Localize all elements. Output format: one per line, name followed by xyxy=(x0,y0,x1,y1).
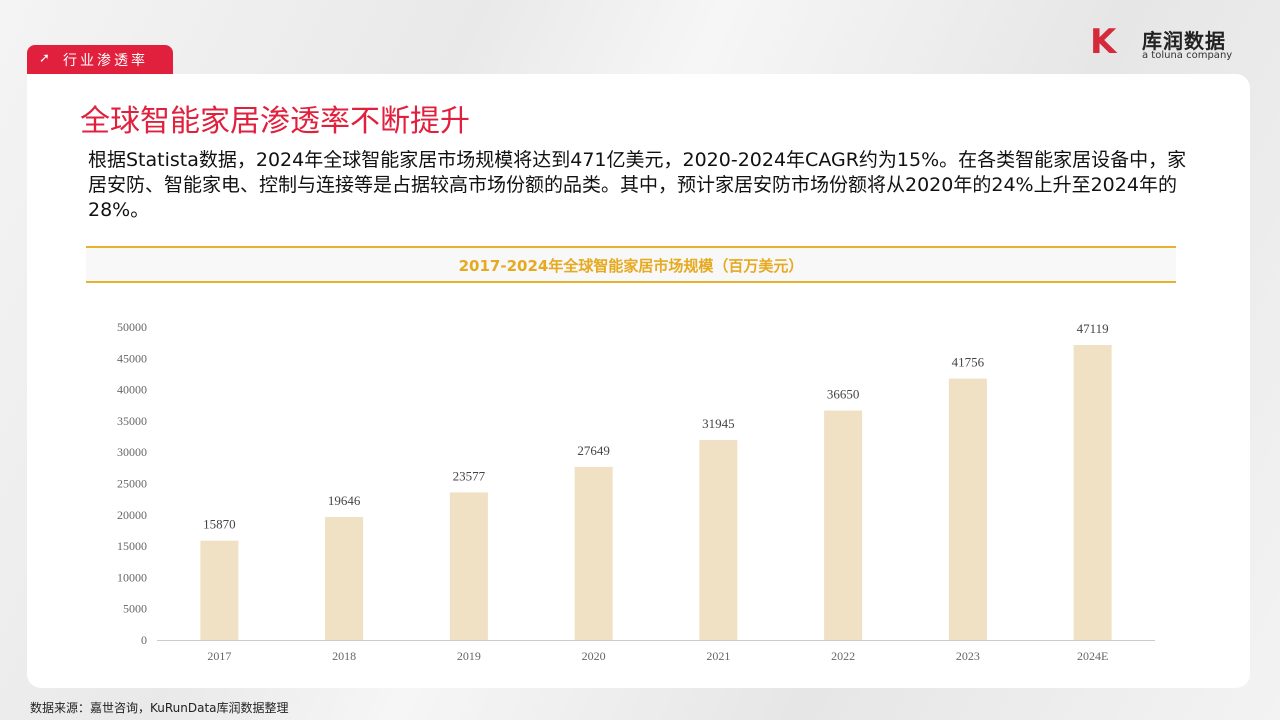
y-tick-label: 15000 xyxy=(117,539,147,553)
bar xyxy=(1073,345,1112,640)
data-label: 19646 xyxy=(328,493,361,508)
y-tick-label: 10000 xyxy=(117,570,147,584)
y-tick-label: 5000 xyxy=(123,602,147,616)
data-label: 47119 xyxy=(1077,321,1109,336)
summary-paragraph: 根据Statista数据，2024年全球智能家居市场规模将达到471亿美元，20… xyxy=(88,149,1187,221)
y-tick-label: 50000 xyxy=(117,320,147,334)
data-label: 27649 xyxy=(577,443,610,458)
x-tick-label: 2022 xyxy=(831,649,855,663)
y-tick-label: 35000 xyxy=(117,414,147,428)
x-tick-label: 2017 xyxy=(207,649,231,663)
bar xyxy=(699,440,738,640)
x-tick-label: 2023 xyxy=(956,649,980,663)
y-tick-label: 25000 xyxy=(117,477,147,491)
y-tick-label: 30000 xyxy=(117,445,147,459)
bar xyxy=(574,466,613,640)
logo: K 库润数据 a toluna company xyxy=(1090,25,1240,65)
logo-tagline: a toluna company xyxy=(1142,50,1233,61)
bar xyxy=(200,540,239,640)
data-label: 23577 xyxy=(453,468,486,483)
bar xyxy=(948,378,987,640)
bar xyxy=(325,517,364,640)
logo-name: 库润数据 xyxy=(1142,29,1226,53)
chart-title: 2017-2024年全球智能家居市场规模（百万美元） xyxy=(458,257,804,275)
data-label: 15870 xyxy=(203,517,236,532)
data-source: 数据来源：嘉世咨询，KuRunData库润数据整理 xyxy=(30,701,289,715)
y-tick-label: 45000 xyxy=(117,351,147,365)
x-tick-label: 2024E xyxy=(1077,649,1108,663)
y-tick-label: 40000 xyxy=(117,383,147,397)
page-title: 全球智能家居渗透率不断提升 xyxy=(80,104,470,139)
x-tick-label: 2018 xyxy=(332,649,356,663)
x-tick-label: 2019 xyxy=(457,649,481,663)
section-tag: ➚ 行业渗透率 xyxy=(27,45,173,77)
section-tag-label: 行业渗透率 xyxy=(63,53,148,69)
x-tick-label: 2020 xyxy=(582,649,606,663)
data-label: 36650 xyxy=(827,387,860,402)
chart-title-band: 2017-2024年全球智能家居市场规模（百万美元） xyxy=(86,246,1176,283)
bar xyxy=(449,492,488,640)
y-tick-label: 0 xyxy=(141,633,147,647)
x-tick-label: 2021 xyxy=(706,649,730,663)
y-tick-label: 20000 xyxy=(117,508,147,522)
data-label: 41756 xyxy=(952,355,985,370)
data-label: 31945 xyxy=(702,416,735,431)
arrow-up-right-icon: ➚ xyxy=(39,51,53,66)
bar xyxy=(824,410,863,640)
